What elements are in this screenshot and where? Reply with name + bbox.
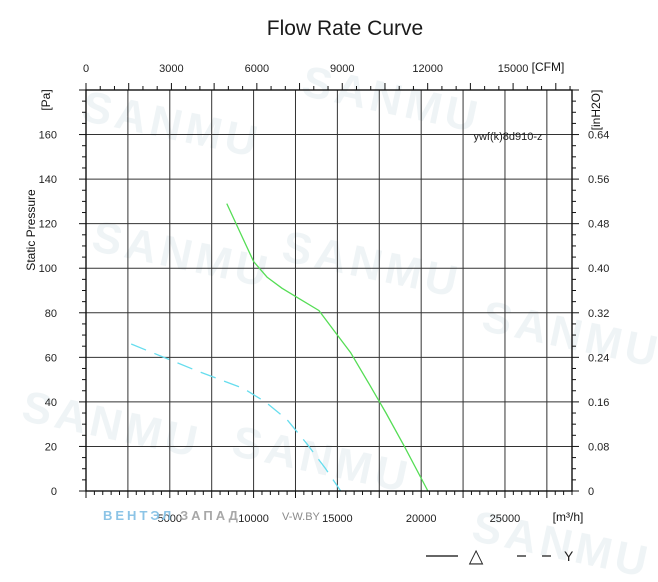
y2-tick-label: 0.56 xyxy=(588,174,609,186)
y2-tick-label: 0.40 xyxy=(588,263,609,275)
watermark-text: SANMU xyxy=(298,57,486,143)
y-tick-label: 120 xyxy=(39,219,57,231)
y-tick-label: 160 xyxy=(39,130,57,142)
y2-tick-label: 0.48 xyxy=(588,219,609,231)
model-label: ywf(k)8d910-z xyxy=(473,131,542,143)
x2-tick-label: 0 xyxy=(83,63,89,75)
y-tick-label: 100 xyxy=(39,263,57,275)
watermark-text: SANMU xyxy=(278,222,466,308)
y2-tick-label: 0.32 xyxy=(588,308,609,320)
legend-y: Y xyxy=(564,548,574,564)
vendor-site: V-W.BY xyxy=(282,511,321,523)
x-tick-label: 20000 xyxy=(406,513,437,525)
plot-frame xyxy=(85,89,573,492)
y-axis-label: Static Pressure xyxy=(24,189,38,271)
legend-triangle: △ xyxy=(469,546,484,567)
vendor-name-blue: ВЕНТЭЛ xyxy=(103,508,174,523)
y-tick-label: 140 xyxy=(39,174,57,186)
y-tick-label: 40 xyxy=(45,397,57,409)
x2-tick-label: 12000 xyxy=(412,63,443,75)
x-tick-label: 25000 xyxy=(490,513,521,525)
y2-tick-label: 0.16 xyxy=(588,397,609,409)
y-unit-label: [Pa] xyxy=(39,89,53,110)
x2-tick-label: 9000 xyxy=(330,63,354,75)
watermark: SANMU SANMU SANMU SANMU SANMU SANMU SANM… xyxy=(18,57,658,582)
curve-delta-series xyxy=(226,203,429,492)
watermark-text: SANMU xyxy=(78,82,266,168)
y2-tick-label: 0 xyxy=(588,486,594,498)
x2-tick-label: 6000 xyxy=(245,63,269,75)
legend: △ Y xyxy=(426,546,574,567)
series-lines xyxy=(130,203,429,492)
y-tick-label: 80 xyxy=(45,308,57,320)
watermark-text: SANMU xyxy=(18,382,206,468)
y-tick-label: 20 xyxy=(45,441,57,453)
x2-tick-label: 3000 xyxy=(159,63,183,75)
y2-tick-label: 0.08 xyxy=(588,441,609,453)
x-tick-label: 5000 xyxy=(158,513,182,525)
y-tick-label: 0 xyxy=(51,486,57,498)
vendor-name-gray: ЗАПАД xyxy=(180,508,241,523)
watermark-text: SANMU xyxy=(228,417,416,503)
y-tick-label: 60 xyxy=(45,352,57,364)
x2-unit-label: [CFM] xyxy=(532,60,565,74)
watermark-text: SANMU xyxy=(88,212,276,298)
curve-y-series xyxy=(130,343,342,492)
chart-title: Flow Rate Curve xyxy=(267,17,423,40)
x2-tick-label: 15000 xyxy=(498,63,529,75)
grid-lines xyxy=(86,90,572,491)
y2-unit-label: [inH2O] xyxy=(589,90,603,131)
x-tick-label: 15000 xyxy=(322,513,353,525)
vendor-watermark: ВЕНТЭЛ ЗАПАД V-W.BY xyxy=(103,508,321,523)
y2-tick-label: 0.64 xyxy=(588,130,609,142)
x-unit-label: [m³/h] xyxy=(553,510,584,524)
x-tick-label: 10000 xyxy=(238,513,269,525)
y2-tick-label: 0.24 xyxy=(588,352,609,364)
